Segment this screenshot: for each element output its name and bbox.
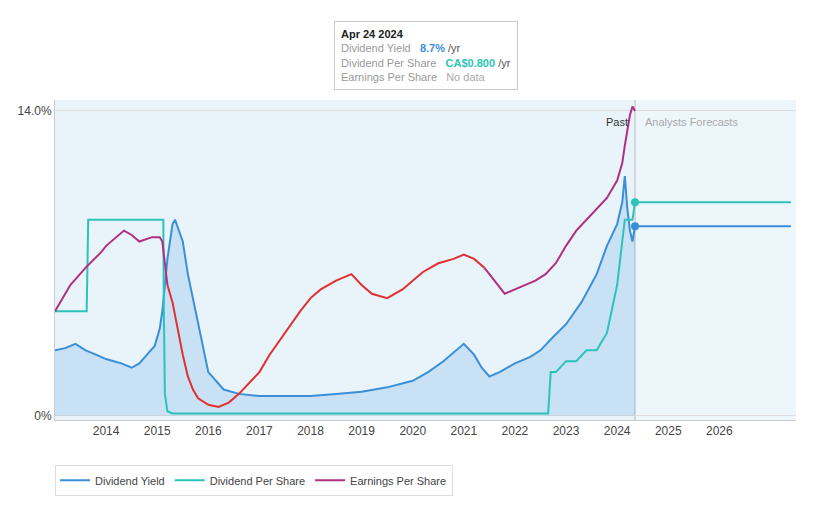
svg-text:0%: 0% — [34, 409, 52, 423]
svg-text:2016: 2016 — [195, 424, 222, 438]
svg-text:2025: 2025 — [655, 424, 682, 438]
svg-text:Apr 24 2024Dividend Yield 8.: Apr 24 2024Dividend Yield 8.7% /yrDivide… — [341, 28, 511, 83]
svg-text:2017: 2017 — [246, 424, 273, 438]
svg-text:2019: 2019 — [348, 424, 375, 438]
svg-text:14.0%: 14.0% — [18, 104, 52, 118]
svg-text:2023: 2023 — [553, 424, 580, 438]
svg-text:2018: 2018 — [297, 424, 324, 438]
svg-text:2015: 2015 — [144, 424, 171, 438]
svg-text:Earnings Per Share: Earnings Per Share — [350, 475, 446, 487]
svg-text:Dividend Per Share: Dividend Per Share — [210, 475, 305, 487]
svg-text:2020: 2020 — [399, 424, 426, 438]
svg-text:2022: 2022 — [502, 424, 529, 438]
svg-text:2021: 2021 — [450, 424, 477, 438]
svg-text:Dividend Yield: Dividend Yield — [95, 475, 165, 487]
svg-text:2026: 2026 — [706, 424, 733, 438]
svg-text:2014: 2014 — [93, 424, 120, 438]
svg-text:Past: Past — [606, 116, 628, 128]
svg-text:2024: 2024 — [604, 424, 631, 438]
svg-text:Analysts Forecasts: Analysts Forecasts — [645, 116, 738, 128]
